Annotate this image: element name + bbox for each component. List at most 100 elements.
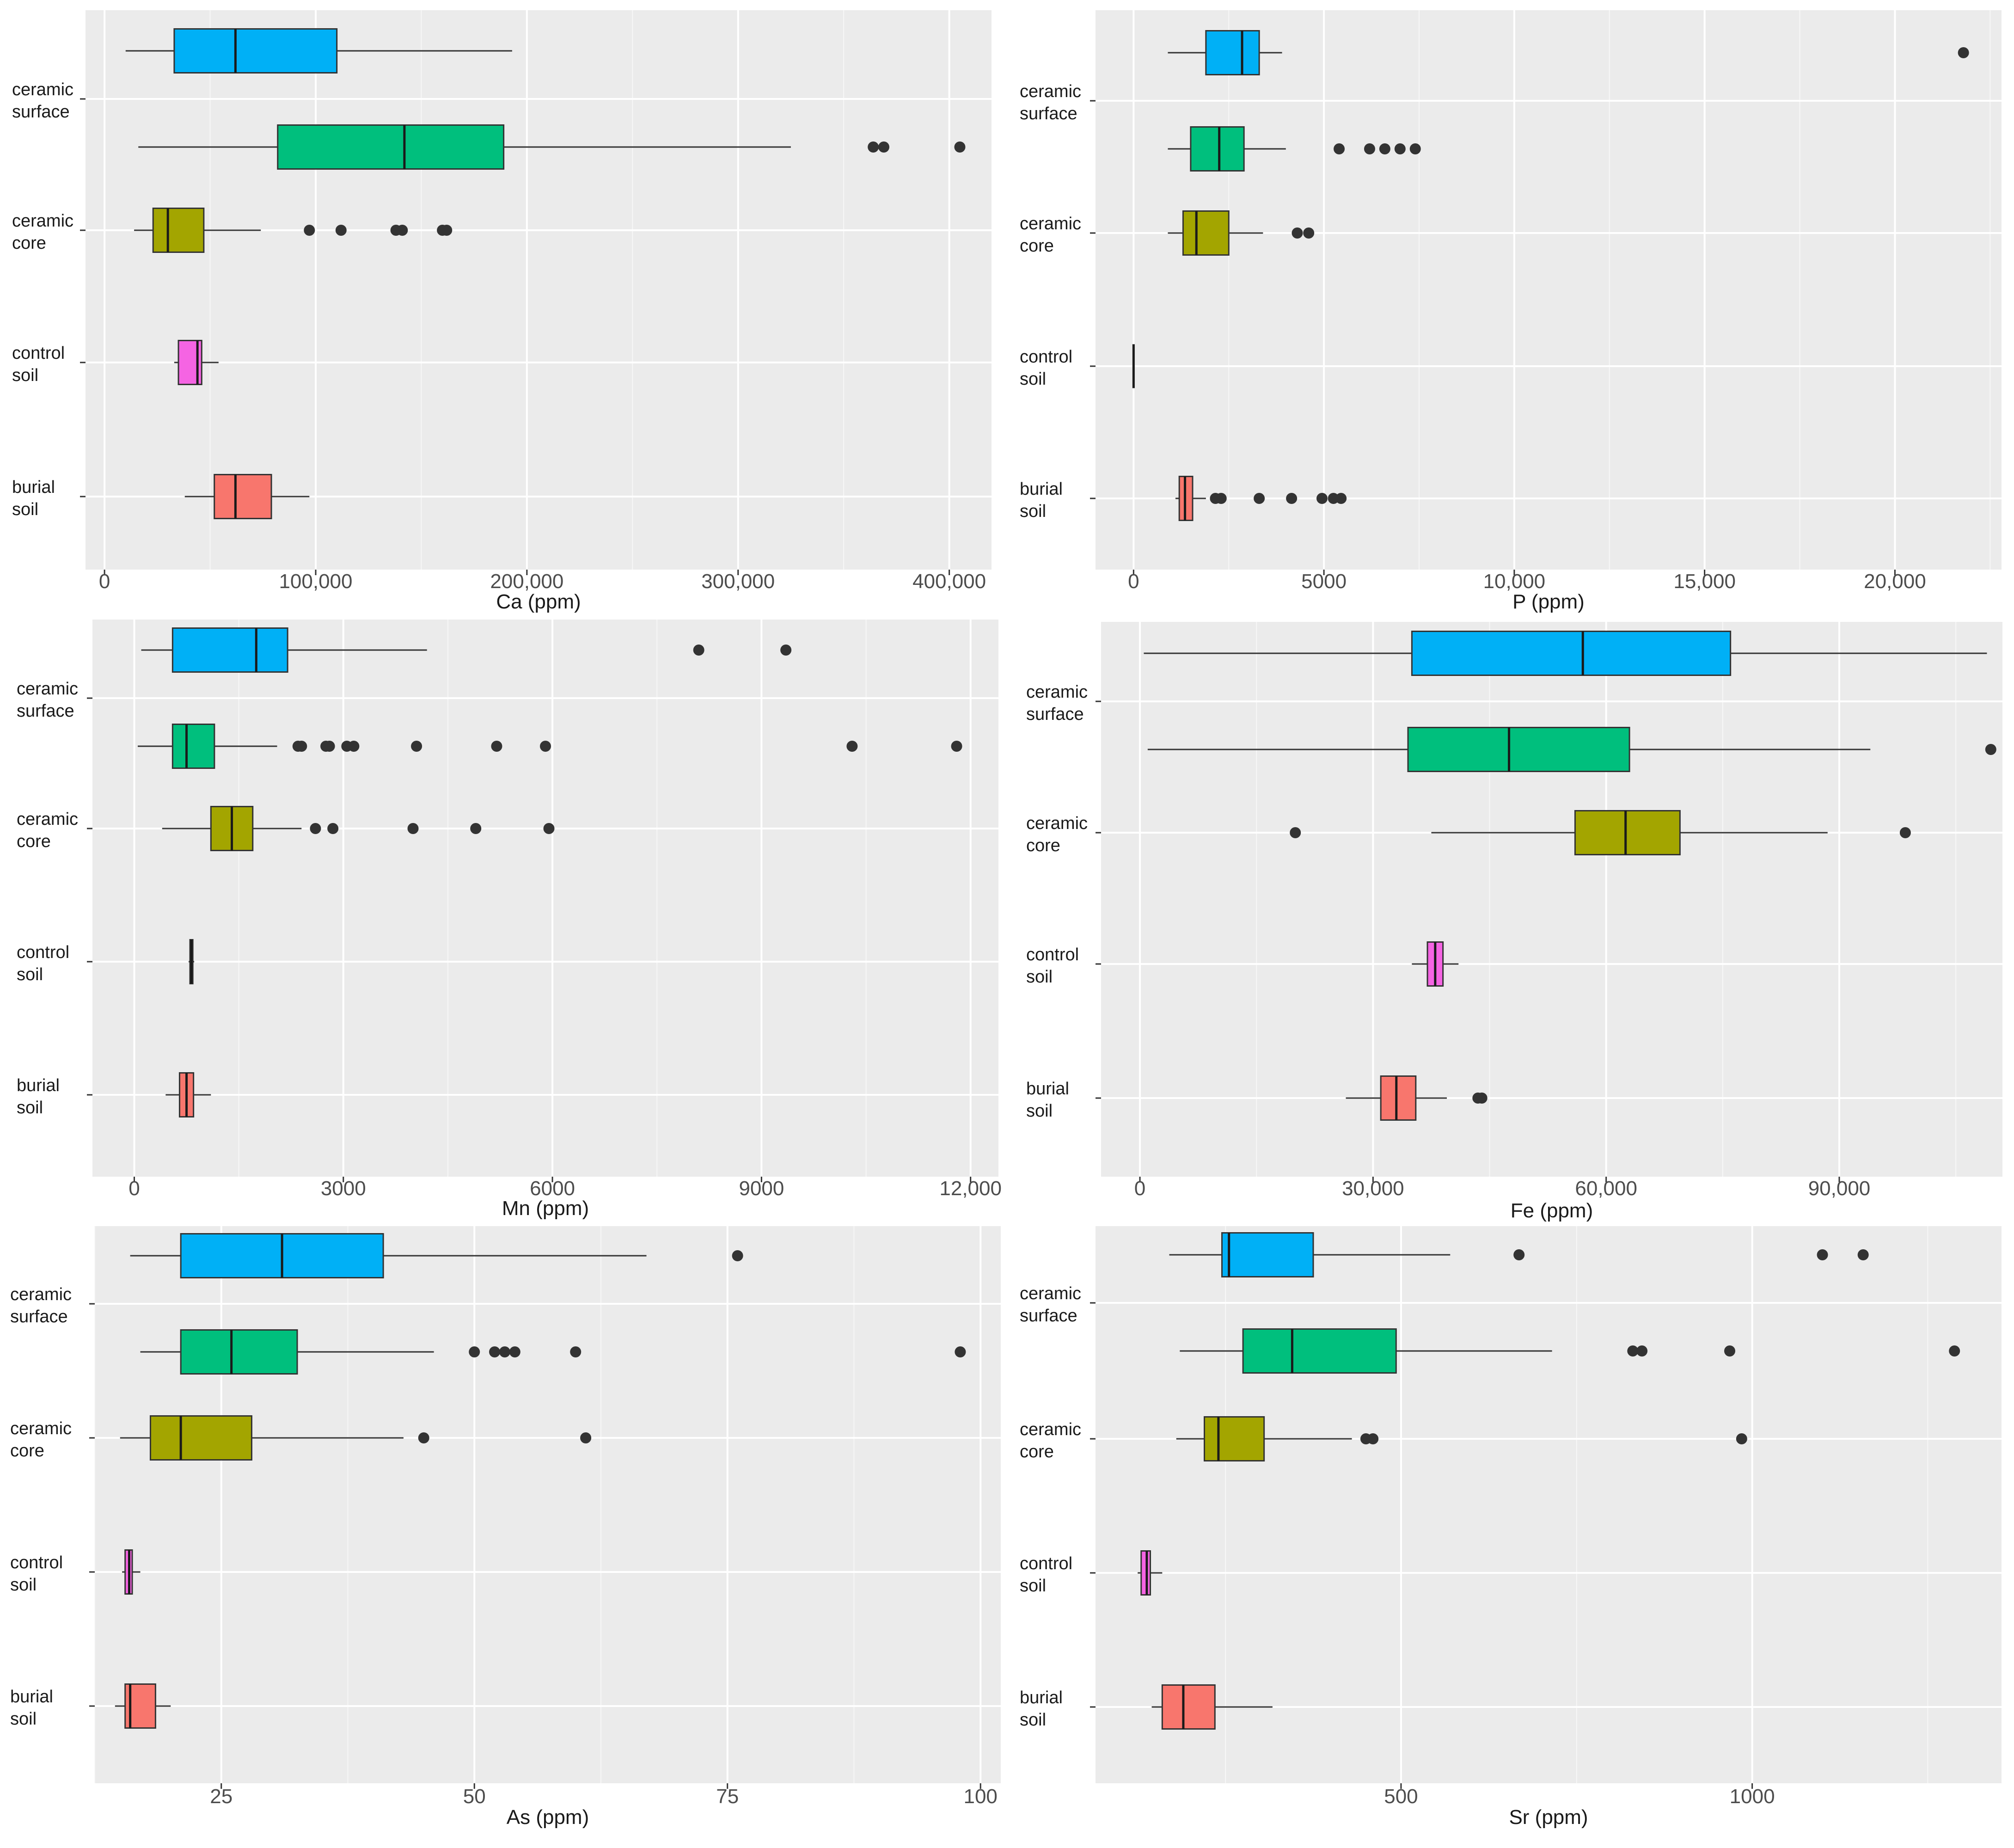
category-label: burial [10,1687,53,1707]
outlier-point [469,1346,480,1357]
panel-5: ceramicsurfaceceramiccorecontrolsoilburi… [10,1226,1001,1829]
outlier-point [1949,1345,1960,1357]
category-label: core [1020,1442,1054,1461]
outlier-point [954,141,966,153]
outlier-point [1334,143,1345,154]
category-label: ceramic [1020,1420,1081,1439]
outlier-point [1958,47,1969,58]
outlier-point [1292,227,1303,239]
x-tick-label: 10,000 [1483,570,1546,593]
box [214,474,272,519]
box-series [115,1683,171,1729]
plot-background [1101,622,2002,1177]
x-tick-label: 3000 [321,1177,366,1200]
box [149,1415,252,1461]
x-tick-label: 90,000 [1808,1177,1871,1200]
outlier-point [540,741,551,752]
outlier-point [1364,143,1375,154]
x-tick-label: 20,000 [1864,570,1926,593]
box-series [189,939,195,984]
x-tick-label: 5000 [1301,570,1347,593]
plot-background [1096,10,2002,570]
box-series [1169,1232,1869,1277]
category-label: ceramic [1020,1284,1081,1303]
box [1190,126,1245,172]
box [1574,810,1681,855]
category-label: core [1020,236,1054,256]
x-tick-label: 0 [1128,570,1139,593]
outlier-point [580,1432,592,1443]
x-tick-label: 100 [963,1785,997,1808]
outlier-point [1335,493,1347,504]
outlier-point [846,741,858,752]
box-series [184,474,310,519]
category-label: ceramic [1020,214,1081,233]
x-axis-title: P (ppm) [1512,590,1585,613]
box-series [1138,1550,1163,1596]
x-tick-label: 1000 [1730,1785,1775,1808]
outlier-point [509,1346,520,1357]
outlier-point [1286,493,1298,504]
outlier-point [543,823,555,834]
x-tick-label: 12,000 [939,1177,1002,1200]
category-label: control [17,943,69,962]
category-label: ceramic [12,80,73,99]
x-tick-label: 0 [129,1177,140,1200]
category-label: control [12,344,65,363]
plot-background [95,1226,1001,1783]
box-series [134,208,453,253]
box-series [1175,476,1347,521]
outlier-point [1724,1345,1735,1357]
x-axis-title: Fe (ppm) [1511,1199,1593,1222]
box [1221,1232,1314,1277]
outlier-point [1513,1249,1525,1260]
box-series [162,806,555,851]
category-label: soil [1020,369,1046,389]
box-series [1168,210,1315,256]
outlier-point [1316,493,1328,504]
category-label: burial [17,1076,60,1095]
outlier-point [951,741,962,752]
box-series [122,1549,141,1595]
category-label: control [1026,945,1079,964]
x-axis-title: As (ppm) [507,1806,589,1829]
outlier-point [1985,744,1996,755]
box-series [165,1072,211,1117]
outlier-point [1290,827,1301,838]
plot-background [92,620,998,1177]
category-label: ceramic [1020,82,1081,101]
outlier-point [868,141,879,153]
box-series [1151,1684,1273,1730]
category-label: core [17,832,51,851]
outlier-point [1736,1433,1747,1444]
box [1204,1416,1265,1461]
x-tick-label: 200,000 [490,570,563,593]
outlier-point [1857,1249,1869,1260]
box-series [1147,727,1996,772]
category-label: surface [12,102,70,122]
outlier-point [1409,143,1421,154]
x-tick-label: 300,000 [701,570,775,593]
x-tick-label: 6000 [530,1177,575,1200]
box-series [1144,631,1987,676]
outlier-point [1394,143,1406,154]
category-label: ceramic [12,211,73,231]
outlier-point [407,823,419,834]
x-axis-title: Sr (ppm) [1509,1806,1588,1829]
category-label: control [1020,347,1072,367]
outlier-point [780,645,792,656]
category-label: core [10,1441,44,1461]
category-label: ceramic [1026,682,1088,702]
box [277,124,505,170]
outlier-point [1328,493,1339,504]
box [173,28,338,74]
box [180,1329,298,1375]
category-label: soil [10,1709,37,1729]
category-label: surface [1026,705,1084,724]
category-label: ceramic [17,810,78,829]
category-label: control [10,1553,63,1572]
category-label: soil [1020,1576,1046,1596]
outlier-point [1817,1249,1828,1260]
panel-4: ceramicsurfaceceramiccorecontrolsoilburi… [1026,622,2002,1222]
category-label: control [1020,1554,1072,1573]
